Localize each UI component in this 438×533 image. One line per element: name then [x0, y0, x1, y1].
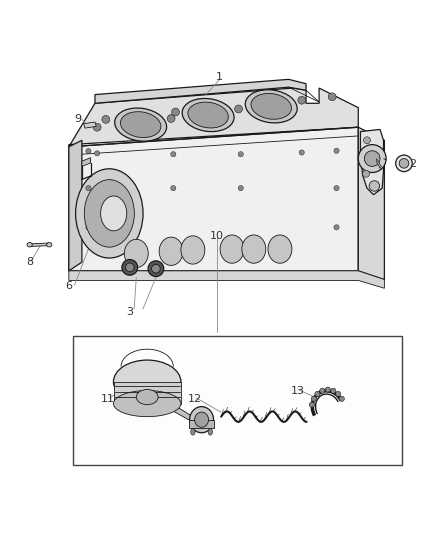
- Circle shape: [238, 151, 244, 157]
- Circle shape: [235, 105, 243, 113]
- Circle shape: [358, 144, 386, 173]
- Circle shape: [328, 93, 336, 101]
- Polygon shape: [84, 122, 96, 128]
- Polygon shape: [30, 243, 49, 246]
- Ellipse shape: [124, 239, 148, 268]
- Polygon shape: [114, 382, 181, 403]
- Polygon shape: [82, 158, 91, 166]
- Polygon shape: [358, 127, 385, 279]
- Circle shape: [364, 137, 371, 144]
- Ellipse shape: [188, 102, 228, 128]
- Ellipse shape: [194, 412, 208, 427]
- Text: 10: 10: [210, 231, 224, 241]
- Text: 6: 6: [65, 281, 72, 291]
- Text: 13: 13: [290, 385, 304, 395]
- Circle shape: [309, 402, 314, 407]
- Circle shape: [86, 185, 91, 191]
- Ellipse shape: [159, 237, 183, 265]
- Ellipse shape: [113, 360, 181, 403]
- Circle shape: [320, 388, 325, 393]
- Circle shape: [86, 225, 91, 230]
- Circle shape: [298, 96, 306, 104]
- Circle shape: [152, 264, 160, 273]
- Polygon shape: [189, 419, 214, 427]
- Text: 8: 8: [26, 257, 33, 267]
- Circle shape: [364, 151, 380, 166]
- Ellipse shape: [208, 429, 212, 435]
- Ellipse shape: [101, 196, 127, 231]
- Ellipse shape: [76, 169, 143, 258]
- Ellipse shape: [191, 429, 195, 435]
- Circle shape: [339, 396, 344, 401]
- Circle shape: [171, 185, 176, 191]
- Ellipse shape: [251, 93, 291, 119]
- Circle shape: [86, 149, 91, 154]
- Text: 2: 2: [409, 159, 416, 169]
- Ellipse shape: [242, 235, 266, 263]
- Circle shape: [325, 387, 330, 392]
- Polygon shape: [156, 398, 193, 419]
- Ellipse shape: [190, 407, 214, 433]
- Circle shape: [102, 116, 110, 123]
- Text: 11: 11: [101, 394, 115, 404]
- Circle shape: [93, 123, 101, 131]
- Ellipse shape: [220, 235, 244, 263]
- Text: 3: 3: [126, 307, 133, 317]
- Circle shape: [363, 171, 370, 177]
- Ellipse shape: [120, 112, 161, 138]
- Circle shape: [172, 108, 180, 116]
- FancyBboxPatch shape: [73, 336, 402, 465]
- Circle shape: [334, 225, 339, 230]
- Ellipse shape: [399, 158, 409, 168]
- Circle shape: [311, 396, 317, 401]
- Circle shape: [315, 391, 320, 397]
- Polygon shape: [95, 79, 306, 103]
- Polygon shape: [69, 140, 82, 271]
- Polygon shape: [69, 271, 385, 288]
- Ellipse shape: [245, 90, 297, 123]
- Polygon shape: [360, 130, 384, 195]
- Circle shape: [336, 391, 341, 397]
- Ellipse shape: [115, 108, 166, 141]
- Polygon shape: [69, 127, 358, 271]
- Circle shape: [167, 115, 175, 123]
- Circle shape: [125, 263, 134, 272]
- Polygon shape: [377, 158, 381, 168]
- Ellipse shape: [47, 243, 52, 247]
- Circle shape: [122, 260, 138, 275]
- Circle shape: [334, 185, 339, 191]
- Circle shape: [238, 185, 244, 191]
- Ellipse shape: [27, 243, 32, 247]
- Circle shape: [299, 150, 304, 155]
- Ellipse shape: [181, 236, 205, 264]
- Ellipse shape: [268, 235, 292, 263]
- Ellipse shape: [396, 155, 412, 172]
- Polygon shape: [69, 88, 358, 147]
- Ellipse shape: [84, 180, 134, 247]
- Circle shape: [331, 388, 336, 393]
- Text: 1: 1: [215, 72, 223, 82]
- Circle shape: [171, 151, 176, 157]
- Circle shape: [148, 261, 164, 277]
- Ellipse shape: [113, 391, 181, 417]
- Text: 12: 12: [188, 394, 202, 404]
- Ellipse shape: [136, 390, 158, 405]
- Circle shape: [369, 181, 380, 191]
- Circle shape: [334, 148, 339, 154]
- Text: 9: 9: [74, 114, 81, 124]
- Ellipse shape: [182, 99, 234, 132]
- Circle shape: [95, 151, 100, 156]
